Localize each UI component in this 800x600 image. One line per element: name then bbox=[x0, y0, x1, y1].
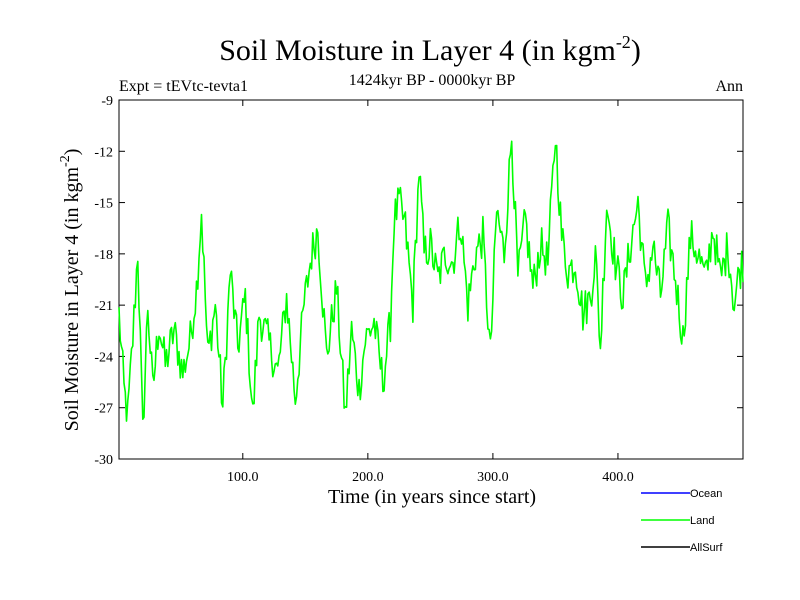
y-tick-label: -18 bbox=[94, 248, 113, 263]
legend: Ocean Land AllSurf bbox=[641, 488, 723, 554]
y-tick-label: -27 bbox=[94, 402, 113, 417]
chart-subtitle: 1424kyr BP - 0000kyr BP bbox=[349, 72, 516, 89]
x-tick-label: 100.0 bbox=[227, 470, 259, 485]
x-tick-label: 400.0 bbox=[602, 470, 634, 485]
y-tick-label: -12 bbox=[94, 145, 113, 160]
x-axis-label: Time (in years since start) bbox=[328, 486, 536, 508]
y-tick-label: -21 bbox=[94, 299, 113, 314]
series-line-land bbox=[118, 140, 744, 422]
experiment-label: Expt = tEVtc-tevta1 bbox=[119, 78, 248, 95]
x-axis-ticks: 100.0 200.0 300.0 400.0 bbox=[227, 100, 634, 485]
x-tick-label: 200.0 bbox=[352, 470, 384, 485]
y-tick-label: -30 bbox=[94, 453, 113, 468]
legend-label-allsurf: AllSurf bbox=[690, 542, 723, 554]
y-axis-ticks: -9 -12 -15 -18 -21 -24 -27 -30 bbox=[94, 94, 743, 468]
y-tick-label: -24 bbox=[94, 350, 113, 365]
chart-title: Soil Moisture in Layer 4 (in kgm-2) bbox=[219, 32, 641, 67]
period-label: Ann bbox=[715, 78, 743, 95]
legend-label-land: Land bbox=[690, 515, 714, 527]
legend-label-ocean: Ocean bbox=[690, 488, 722, 500]
y-tick-label: -15 bbox=[94, 197, 113, 212]
y-axis-label: Soil Moisture in Layer 4 (in kgm-2) bbox=[58, 149, 83, 432]
y-tick-label: -9 bbox=[101, 94, 113, 109]
x-tick-label: 300.0 bbox=[477, 470, 509, 485]
